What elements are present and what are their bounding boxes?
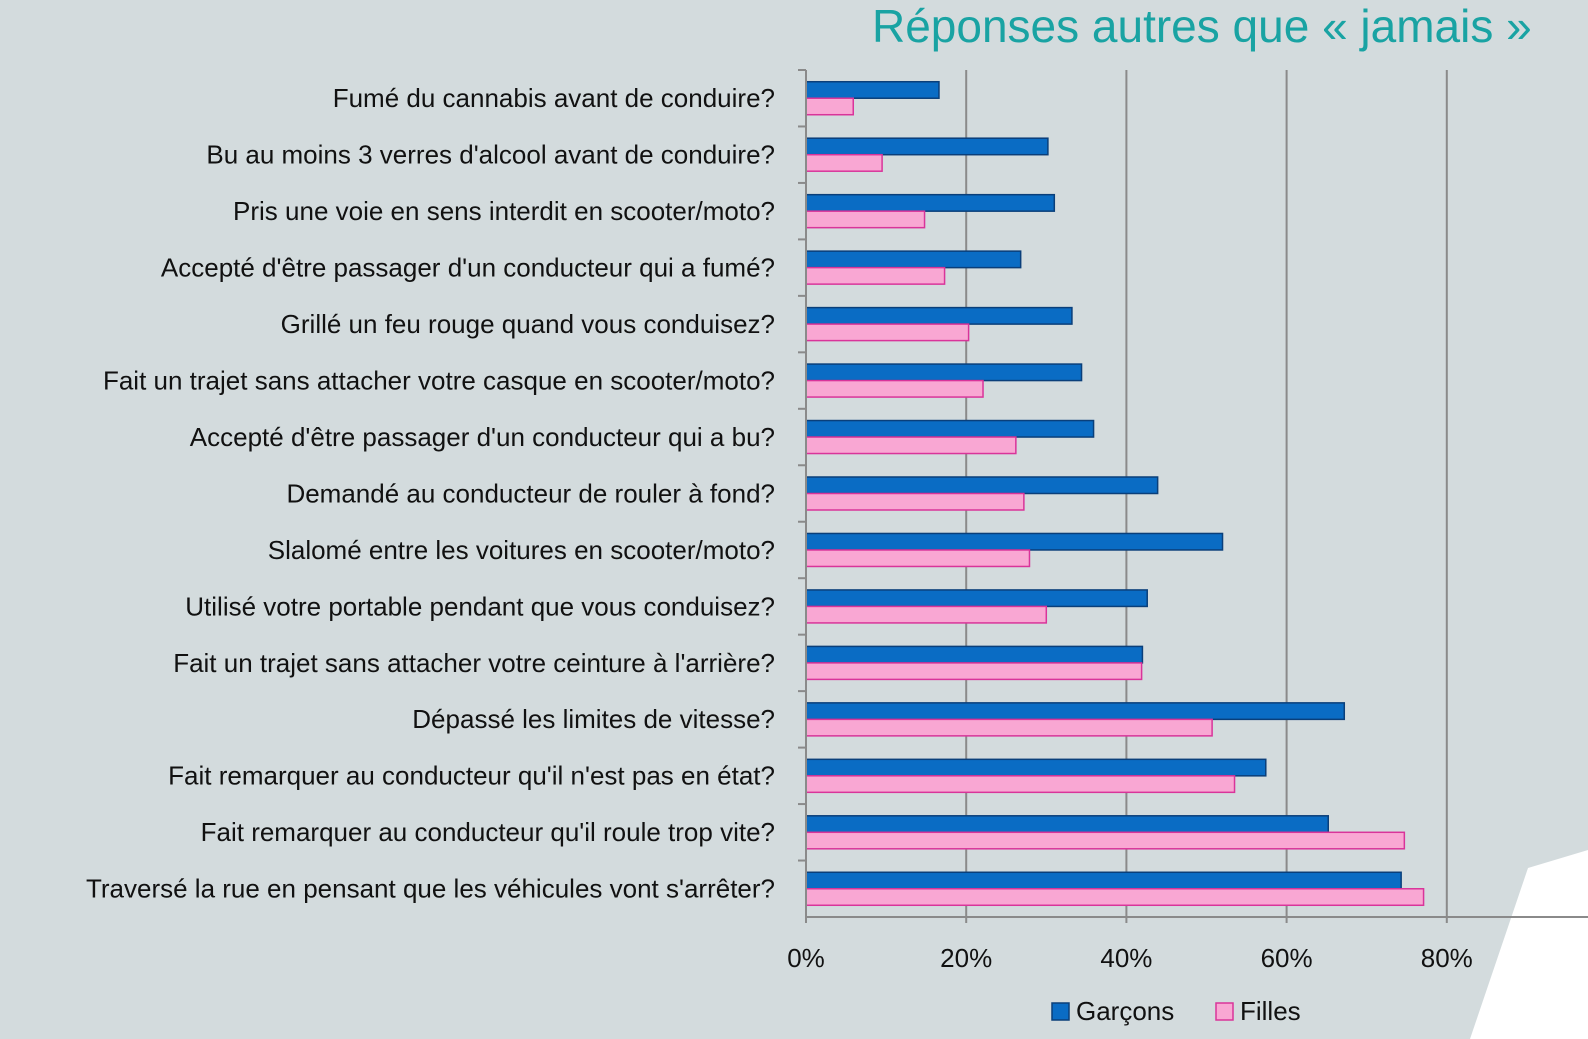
- bar: [805, 153, 883, 172]
- y-tick-label: Utilisé votre portable pendant que vous …: [185, 591, 775, 621]
- bar: [805, 605, 1048, 624]
- bar: [805, 250, 1022, 269]
- bar: [805, 436, 1017, 455]
- bar: [805, 210, 926, 229]
- bar: [805, 645, 1144, 664]
- bar: [805, 266, 946, 285]
- x-tick-label: 0%: [787, 943, 825, 973]
- bar: [805, 815, 1330, 834]
- y-tick-label: Slalomé entre les voitures en scooter/mo…: [268, 535, 775, 565]
- legend-swatch: [1051, 1002, 1070, 1021]
- bar: [805, 80, 940, 99]
- y-tick-label: Accepté d'être passager d'un conducteur …: [190, 422, 775, 452]
- bar: [805, 476, 1159, 495]
- bar: [805, 589, 1148, 608]
- y-tick-label: Bu au moins 3 verres d'alcool avant de c…: [206, 140, 775, 170]
- bar: [805, 888, 1425, 907]
- bar: [805, 775, 1236, 794]
- bar: [805, 831, 1406, 850]
- y-tick-label: Fumé du cannabis avant de conduire?: [333, 83, 775, 113]
- logo-shape: [1470, 850, 1588, 1039]
- x-tick-label: 40%: [1100, 943, 1152, 973]
- bar: [805, 492, 1025, 511]
- y-tick-label: Fait un trajet sans attacher votre casqu…: [103, 365, 775, 395]
- bar: [805, 379, 984, 398]
- y-tick-label: Fait un trajet sans attacher votre ceint…: [173, 648, 775, 678]
- x-tick-label: 60%: [1261, 943, 1313, 973]
- y-tick-label: Accepté d'être passager d'un conducteur …: [161, 253, 775, 283]
- bar: [805, 662, 1143, 681]
- bar: [805, 758, 1267, 777]
- bar: [805, 718, 1213, 737]
- bar: [805, 702, 1346, 721]
- bar: [805, 323, 970, 342]
- y-tick-label: Demandé au conducteur de rouler à fond?: [286, 478, 775, 508]
- bar: [805, 532, 1224, 551]
- y-tick-label: Dépassé les limites de vitesse?: [412, 704, 775, 734]
- x-tick-label: 80%: [1421, 943, 1473, 973]
- y-tick-label: Pris une voie en sens interdit en scoote…: [233, 196, 775, 226]
- y-tick-label: Fait remarquer au conducteur qu'il n'est…: [168, 761, 775, 791]
- bar: [805, 549, 1031, 568]
- y-tick-label: Traversé la rue en pensant que les véhic…: [86, 874, 775, 904]
- bar: [805, 97, 855, 116]
- bar: [805, 137, 1049, 156]
- y-tick-label: Grillé un feu rouge quand vous conduisez…: [281, 309, 775, 339]
- bar: [805, 363, 1083, 382]
- chart-title: Réponses autres que « jamais »: [872, 0, 1532, 52]
- legend-swatch: [1215, 1002, 1234, 1021]
- bar: [805, 193, 1056, 212]
- y-tick-label: Fait remarquer au conducteur qu'il roule…: [201, 817, 775, 847]
- x-tick-label: 20%: [940, 943, 992, 973]
- bar: [805, 419, 1095, 438]
- bar: [805, 871, 1402, 890]
- legend-label: Filles: [1240, 996, 1301, 1026]
- bar: [805, 306, 1073, 325]
- legend-label: Garçons: [1076, 996, 1174, 1026]
